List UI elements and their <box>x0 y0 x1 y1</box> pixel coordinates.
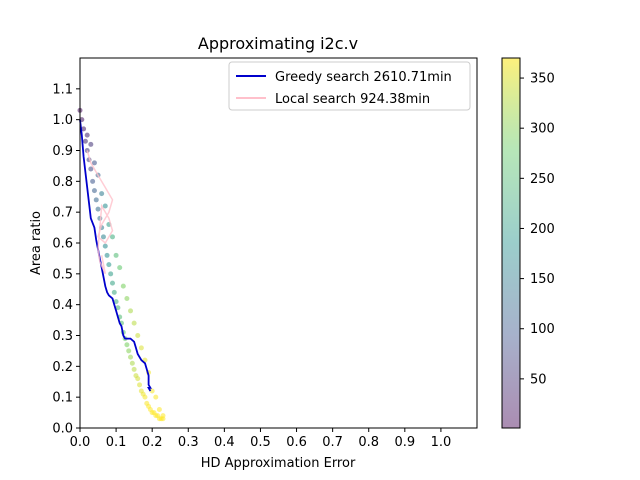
x-tick-label: 1.0 <box>431 435 452 450</box>
scatter-point <box>111 289 117 295</box>
x-tick-label: 0.2 <box>142 435 163 450</box>
scatter-point <box>91 160 97 166</box>
scatter-point <box>109 280 115 286</box>
scatter-point <box>137 382 143 388</box>
scatter-point <box>100 234 106 240</box>
colorbar-tick-label: 300 <box>530 122 555 137</box>
y-axis-ticks: 0.0 0.1 0.2 0.3 0.4 0.5 0.6 0.7 0.8 0.9 1.0 1.1 <box>52 82 80 437</box>
y-tick-label: 0.6 <box>52 237 73 252</box>
y-tick-label: 0.3 <box>52 329 73 344</box>
y-tick-label: 0.7 <box>52 206 73 221</box>
colorbar <box>501 57 521 429</box>
local-search-line <box>86 150 114 275</box>
scatter-point <box>138 345 144 351</box>
scatter-point <box>84 132 90 138</box>
scatter-point <box>104 252 110 258</box>
scatter-point <box>88 141 94 147</box>
y-tick-label: 0.5 <box>52 267 73 282</box>
scatter-point <box>131 320 137 326</box>
scatter-point <box>135 376 141 382</box>
greedy-search-line <box>79 119 152 392</box>
scatter-point <box>153 394 159 400</box>
scatter-point <box>129 360 135 366</box>
colorbar-ticks: 50 100 150 200 250 300 350 <box>520 72 555 387</box>
y-tick-label: 1.1 <box>52 82 73 97</box>
x-tick-label: 0.7 <box>322 435 343 450</box>
y-tick-label: 0.1 <box>52 391 73 406</box>
scatter-point <box>113 299 119 305</box>
legend: Greedy search 2610.71min Local search 92… <box>228 61 471 111</box>
legend-box <box>228 61 471 111</box>
plot-area <box>80 58 477 428</box>
scatter-point <box>117 265 123 271</box>
x-axis-ticks: 0.0 0.1 0.2 0.3 0.4 0.5 0.6 0.7 0.8 0.9 1.0 <box>70 428 452 450</box>
colorbar-tick-label: 200 <box>530 222 555 237</box>
scatter-point <box>81 126 87 132</box>
scatter-point <box>126 348 132 354</box>
scatter-point <box>135 333 141 338</box>
scatter-point <box>106 262 112 268</box>
colorbar-tick-label: 50 <box>530 372 547 387</box>
scatter-point <box>149 388 155 394</box>
x-tick-label: 0.9 <box>394 435 415 450</box>
y-tick-label: 0.2 <box>52 360 73 375</box>
scatter-point <box>115 305 121 311</box>
scatter-point <box>95 206 101 212</box>
x-tick-label: 0.6 <box>286 435 307 450</box>
scatter-point <box>128 308 134 314</box>
y-tick-label: 0.0 <box>52 422 73 437</box>
scatter-point <box>120 283 126 289</box>
x-tick-label: 0.4 <box>214 435 235 450</box>
scatter-point <box>142 394 148 400</box>
scatter-point <box>124 342 130 348</box>
x-tick-label: 0.8 <box>358 435 379 450</box>
scatter-point <box>102 243 108 249</box>
y-tick-label: 1.0 <box>52 113 73 128</box>
legend-greedy-label: Greedy search 2610.71min <box>275 70 452 85</box>
y-axis-label: Area ratio <box>29 211 44 275</box>
scatter-point <box>156 407 162 412</box>
scatter-point <box>113 252 119 258</box>
scatter-point <box>102 203 108 209</box>
scatter-point <box>128 354 134 360</box>
colorbar-tick-label: 250 <box>530 172 555 187</box>
colorbar-tick-label: 100 <box>530 322 555 337</box>
x-tick-label: 0.0 <box>70 435 91 450</box>
scatter-point <box>93 197 99 203</box>
scatter-point <box>88 166 94 172</box>
y-tick-label: 0.8 <box>52 175 73 190</box>
scatter-point <box>109 234 115 240</box>
scatter-point <box>124 296 130 301</box>
scatter-point <box>108 271 114 277</box>
y-tick-label: 0.9 <box>52 144 73 159</box>
x-axis-label: HD Approximation Error <box>201 456 356 471</box>
scatter-point <box>90 178 96 184</box>
colorbar-tick-label: 150 <box>530 272 555 287</box>
scatter-point <box>91 188 97 194</box>
legend-local-label: Local search 924.38min <box>275 92 430 107</box>
scatter-point <box>99 191 105 197</box>
x-tick-label: 0.3 <box>178 435 199 450</box>
scatter-point <box>82 138 88 144</box>
y-tick-label: 0.4 <box>52 298 73 313</box>
scatter-point <box>160 413 166 419</box>
chart-title: Approximating i2c.v <box>198 34 358 53</box>
x-tick-label: 0.5 <box>250 435 271 450</box>
colorbar-tick-label: 350 <box>530 72 555 87</box>
x-tick-label: 0.1 <box>106 435 127 450</box>
line-series <box>79 119 152 392</box>
scatter-point <box>131 366 137 372</box>
